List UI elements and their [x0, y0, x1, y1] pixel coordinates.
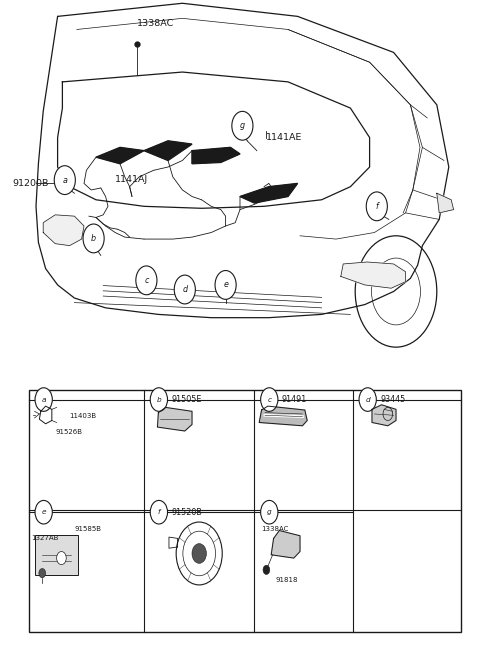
Text: 1338AC: 1338AC: [137, 18, 174, 28]
Text: 91585B: 91585B: [74, 525, 101, 532]
Circle shape: [136, 266, 157, 295]
Text: 1327AB: 1327AB: [31, 535, 59, 542]
Text: 91526B: 91526B: [55, 429, 82, 436]
Polygon shape: [259, 406, 307, 426]
Text: b: b: [91, 234, 96, 243]
Circle shape: [35, 388, 52, 411]
Circle shape: [359, 388, 376, 411]
Polygon shape: [144, 141, 192, 160]
Text: 91520B: 91520B: [171, 508, 202, 517]
Text: b: b: [156, 396, 161, 403]
Text: 1338AC: 1338AC: [262, 525, 289, 532]
Text: 91200B: 91200B: [12, 179, 48, 188]
Polygon shape: [157, 407, 192, 431]
Circle shape: [192, 544, 206, 563]
Circle shape: [232, 111, 253, 140]
Circle shape: [57, 552, 66, 565]
Polygon shape: [240, 183, 298, 203]
Circle shape: [150, 500, 168, 524]
Text: c: c: [267, 396, 271, 403]
Text: 93445: 93445: [380, 395, 406, 404]
Circle shape: [263, 565, 270, 574]
Text: f: f: [157, 509, 160, 515]
Polygon shape: [271, 531, 300, 558]
Text: c: c: [144, 276, 149, 285]
Polygon shape: [96, 147, 144, 164]
Circle shape: [215, 271, 236, 299]
Circle shape: [366, 192, 387, 221]
Polygon shape: [372, 405, 396, 426]
Text: g: g: [267, 509, 272, 515]
Text: d: d: [182, 285, 187, 294]
Circle shape: [39, 569, 46, 578]
Text: 1141AE: 1141AE: [266, 133, 303, 142]
Text: d: d: [365, 396, 370, 403]
Text: 91818: 91818: [276, 576, 299, 583]
Polygon shape: [437, 193, 454, 213]
Text: f: f: [375, 202, 378, 211]
Text: g: g: [240, 121, 245, 130]
Polygon shape: [43, 215, 84, 246]
Circle shape: [261, 500, 278, 524]
Polygon shape: [192, 147, 240, 164]
Bar: [29, 390, 461, 632]
Text: a: a: [41, 396, 46, 403]
Text: a: a: [62, 176, 67, 185]
Text: 91505E: 91505E: [171, 395, 202, 404]
Text: 1141AJ: 1141AJ: [115, 175, 148, 184]
Circle shape: [174, 275, 195, 304]
Text: e: e: [41, 509, 46, 515]
Text: e: e: [223, 280, 228, 290]
Circle shape: [54, 166, 75, 195]
Polygon shape: [341, 262, 406, 288]
FancyBboxPatch shape: [35, 535, 78, 575]
Circle shape: [261, 388, 278, 411]
Text: 11403B: 11403B: [70, 413, 97, 419]
Text: 91491: 91491: [282, 395, 307, 404]
Circle shape: [150, 388, 168, 411]
Circle shape: [35, 500, 52, 524]
Circle shape: [83, 224, 104, 253]
